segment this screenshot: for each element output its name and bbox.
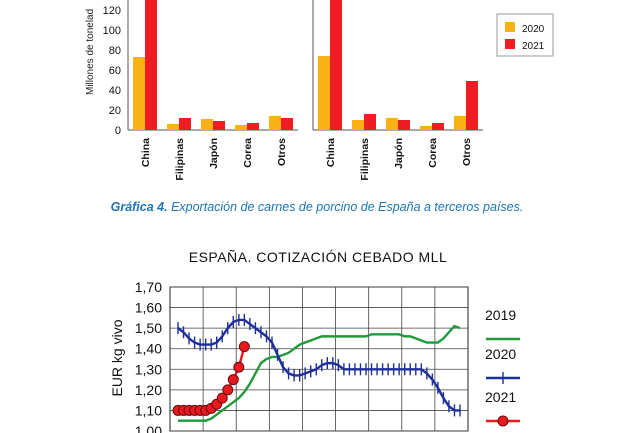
bar-2020	[269, 116, 281, 130]
bar-y-axis-label: Millones de tonelad	[85, 9, 96, 95]
bar-category-label: Filipinas	[174, 138, 186, 181]
line-grid	[169, 286, 469, 432]
bar-2020	[352, 120, 364, 130]
bar-2020	[167, 124, 179, 130]
point-2021	[227, 374, 239, 386]
line-y-tick-label: 1,40	[135, 341, 162, 357]
legend-swatch-2021	[505, 39, 515, 49]
line-legend: 2019 2020 2021	[485, 307, 520, 427]
line-y-axis: 1,70 1,60 1,50 1,40 1,30 1,20 1,10 1,00	[135, 279, 162, 433]
bar-2021	[398, 120, 410, 130]
point-2021	[222, 384, 234, 396]
bar-2020	[318, 56, 330, 130]
figure-caption: Gráfica 4. Exportación de carnes de porc…	[0, 200, 634, 214]
bar-y-axis: 0 20 40 60 80 100 120	[103, 5, 121, 137]
line-chart-title: ESPAÑA. COTIZACIÓN CEBADO MLL	[189, 249, 448, 265]
point-2021	[194, 404, 206, 416]
point-2021	[172, 404, 184, 416]
legend-label-2020: 2020	[485, 346, 516, 362]
bar-2021	[179, 118, 191, 130]
bar-2020	[454, 116, 466, 130]
bar-2021	[364, 114, 376, 130]
point-2021	[211, 398, 223, 410]
point-2021	[238, 341, 250, 353]
bar-category-label: Japón	[208, 138, 220, 169]
line-y-tick-label: 1,50	[135, 320, 162, 336]
line-y-tick-label: 1,10	[135, 402, 162, 418]
line-y-tick-label: 1,70	[135, 279, 162, 295]
bar-2021	[247, 123, 259, 130]
point-2021	[205, 402, 217, 414]
bar-2021	[213, 121, 225, 130]
line-y-axis-label: EUR kg vivo	[109, 319, 125, 396]
caption-text: Exportación de carnes de porcino de Espa…	[167, 200, 524, 214]
bar-category-label: China	[325, 138, 337, 167]
series-2021	[172, 341, 250, 416]
bar-y-tick-label: 40	[109, 85, 121, 97]
bar-2021	[145, 0, 157, 130]
bar-2020	[133, 57, 145, 130]
point-2021	[183, 404, 195, 416]
line-y-tick-label: 1,20	[135, 382, 162, 398]
bar-y-tick-label: 0	[115, 125, 121, 137]
bar-2021	[432, 123, 444, 130]
bar-category-label: Otros	[461, 138, 473, 166]
series-2019	[178, 324, 461, 422]
legend-swatch-2020	[505, 22, 515, 32]
bar-y-tick-label: 20	[109, 105, 121, 117]
series-line-2020	[177, 318, 460, 412]
plot-frame	[169, 286, 469, 432]
bar-legend: 2020 2021	[496, 13, 554, 57]
line-y-tick-label: 1,30	[135, 361, 162, 377]
line-series	[172, 313, 461, 422]
legend-label-2019: 2019	[485, 307, 516, 323]
bar-2020	[235, 125, 247, 130]
point-2021	[189, 404, 201, 416]
bar-2021	[281, 118, 293, 130]
point-2021	[216, 392, 228, 404]
legend-marker-2021	[497, 415, 509, 427]
bar-panels: China Filipinas Japón Corea Otros China Filipi…	[127, 0, 483, 181]
point-2021	[178, 404, 190, 416]
point-2021	[200, 404, 212, 416]
bar-2020	[201, 119, 213, 130]
bar-category-label: Otros	[276, 138, 288, 166]
bar-panel: China Filipinas Japón Corea Otros	[127, 0, 298, 181]
bar-2021	[330, 0, 342, 130]
legend-label-2020: 2020	[522, 24, 545, 35]
series-2020	[177, 313, 461, 417]
bar-category-label: Filipinas	[359, 138, 371, 181]
line-y-tick-label: 1,60	[135, 300, 162, 316]
bar-category-label: Corea	[242, 138, 254, 168]
bar-y-tick-label: 80	[109, 45, 121, 57]
caption-label: Gráfica 4.	[110, 200, 168, 214]
bar-y-tick-label: 60	[109, 65, 121, 77]
legend-label-2021: 2021	[522, 41, 545, 52]
bar-y-tick-label: 120	[103, 5, 121, 17]
bar-2021	[466, 81, 478, 130]
bar-y-tick-label: 100	[103, 25, 121, 37]
bar-chart: 0 20 40 60 80 100 120 Millones de tonelad Chin…	[85, 0, 554, 181]
bar-panel: China Filipinas Japón Corea Otros	[312, 0, 483, 181]
point-2021	[233, 361, 245, 373]
series-line-2019	[178, 324, 461, 422]
bar-category-label: Corea	[427, 138, 439, 168]
legend-label-2021: 2021	[485, 389, 516, 405]
bar-2020	[386, 118, 398, 130]
bar-category-label: Japón	[393, 138, 405, 169]
line-y-tick-label: 1,00	[135, 423, 162, 433]
series-line-2021	[178, 346, 246, 412]
bar-category-label: China	[140, 138, 152, 167]
bar-2020	[420, 126, 432, 130]
